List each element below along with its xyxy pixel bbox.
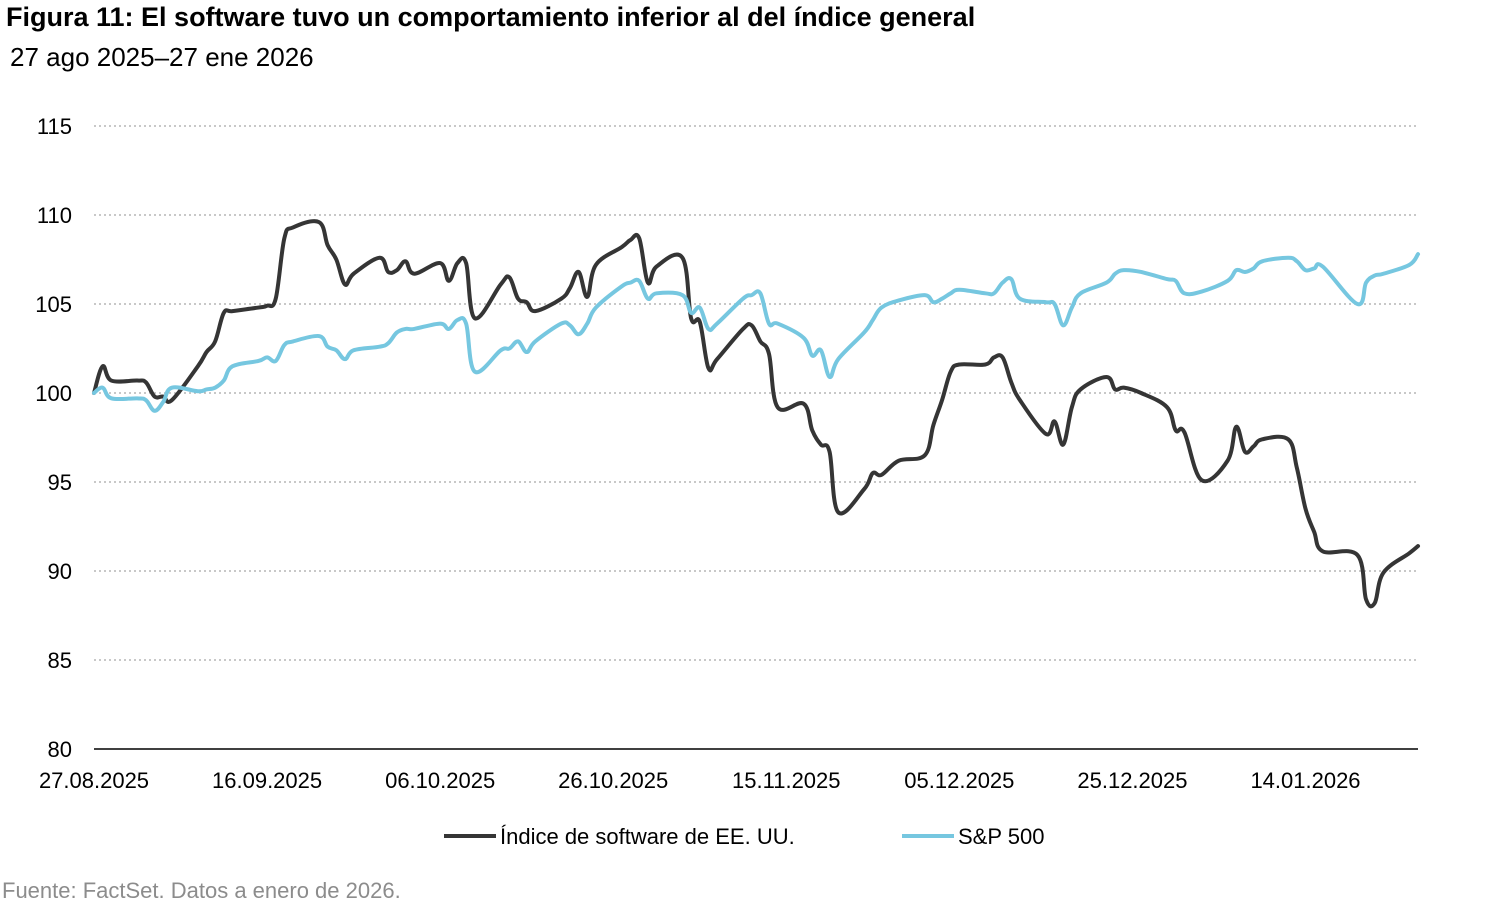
x-axis-tick-labels: 27.08.2025 16.09.2025 06.10.2025 26.10.2025… bbox=[39, 768, 1361, 793]
series-line-0 bbox=[92, 219, 1420, 609]
x-tick-label: 25.12.2025 bbox=[1077, 768, 1187, 793]
y-tick-label: 115 bbox=[37, 114, 72, 139]
series-line-1 bbox=[92, 252, 1420, 413]
legend-label: S&P 500 bbox=[958, 824, 1044, 849]
series-lines bbox=[92, 219, 1420, 609]
x-tick-label: 14.01.2026 bbox=[1250, 768, 1360, 793]
y-axis-tick-labels: 80 85 90 95 100 105 110 115 bbox=[35, 114, 72, 762]
y-tick-label: 100 bbox=[35, 381, 72, 406]
legend-label: Índice de software de EE. UU. bbox=[500, 824, 795, 849]
chart-title: Figura 11: El software tuvo un comportam… bbox=[6, 2, 976, 32]
source-note: Fuente: FactSet. Datos a enero de 2026. bbox=[2, 878, 401, 903]
gridlines bbox=[94, 125, 1418, 661]
x-tick-label: 26.10.2025 bbox=[558, 768, 668, 793]
x-tick-label: 06.10.2025 bbox=[385, 768, 495, 793]
x-tick-label: 27.08.2025 bbox=[39, 768, 149, 793]
legend: Índice de software de EE. UU. S&P 500 bbox=[444, 824, 1044, 849]
chart-subtitle: 27 ago 2025–27 ene 2026 bbox=[10, 42, 314, 72]
x-tick-label: 15.11.2025 bbox=[732, 768, 840, 793]
y-tick-label: 110 bbox=[37, 203, 72, 228]
y-tick-label: 95 bbox=[48, 470, 72, 495]
x-tick-label: 05.12.2025 bbox=[904, 768, 1014, 793]
x-tick-label: 16.09.2025 bbox=[212, 768, 322, 793]
y-tick-label: 90 bbox=[48, 559, 72, 584]
y-tick-label: 105 bbox=[35, 292, 72, 317]
y-tick-label: 80 bbox=[48, 737, 72, 762]
y-tick-label: 85 bbox=[48, 648, 72, 673]
